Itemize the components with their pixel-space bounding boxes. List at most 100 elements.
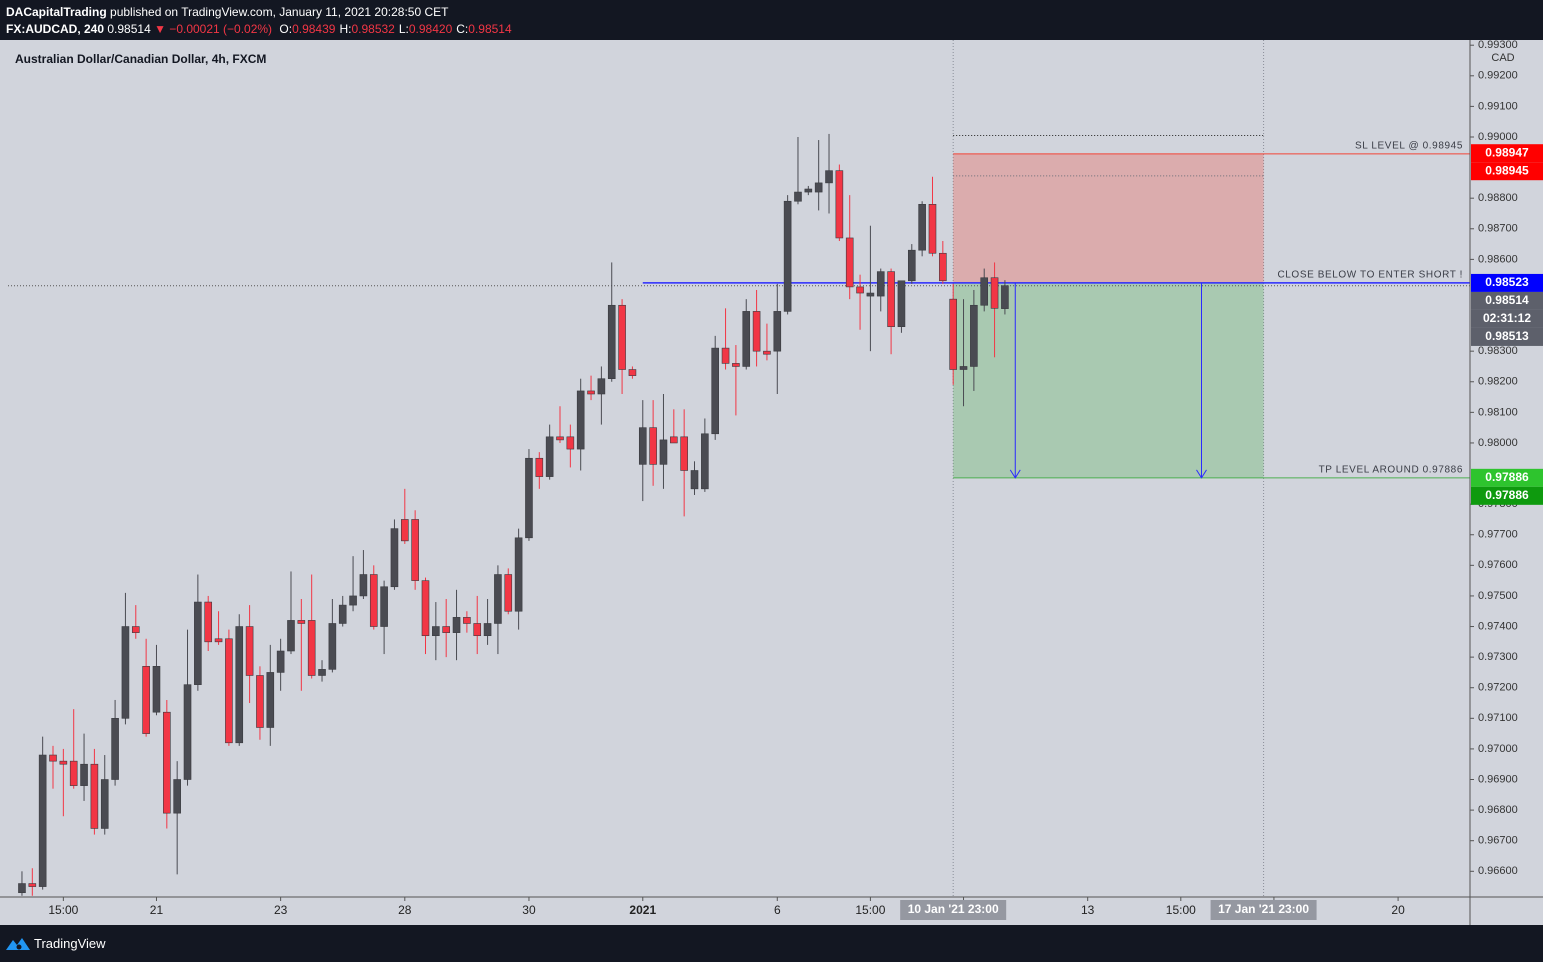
candle-body bbox=[763, 350, 771, 355]
chart: Australian Dollar/Canadian Dollar, 4h, F… bbox=[0, 40, 1543, 925]
ohlc-label: H: bbox=[339, 22, 352, 36]
level-label: TP LEVEL AROUND 0.97886 bbox=[1319, 464, 1463, 475]
candle-body bbox=[194, 601, 202, 685]
candle-body bbox=[690, 470, 699, 490]
y-tick-label: 0.96700 bbox=[1478, 835, 1518, 847]
candle-body bbox=[421, 580, 430, 637]
candle-body bbox=[245, 626, 254, 676]
candle-body bbox=[256, 675, 264, 728]
y-tick-label: 0.97000 bbox=[1478, 743, 1518, 755]
price-badge bbox=[1471, 468, 1543, 487]
y-tick-label: 0.96900 bbox=[1478, 773, 1518, 785]
price-axis bbox=[1470, 40, 1543, 897]
candle-body bbox=[121, 626, 130, 719]
candle-body bbox=[183, 684, 192, 780]
change: ▼ −0.00021 (−0.02%) bbox=[154, 22, 273, 36]
candle-body bbox=[80, 763, 88, 786]
y-tick-label: 0.97400 bbox=[1478, 620, 1518, 632]
arrow-head bbox=[1196, 469, 1207, 479]
price-badge-label: 0.98514 bbox=[1485, 293, 1529, 307]
price-badge-label: 0.98523 bbox=[1485, 275, 1529, 289]
y-tick-label: 0.97500 bbox=[1478, 590, 1518, 602]
candle-body bbox=[225, 638, 233, 744]
last: 0.98514 bbox=[107, 22, 151, 36]
candle-body bbox=[970, 304, 978, 367]
symbol-line: FX:AUDCAD, 240 0.98514 ▼ −0.00021 (−0.02… bbox=[6, 22, 512, 36]
candle-body bbox=[638, 427, 647, 465]
price-badge-label: 02:31:12 bbox=[1483, 311, 1531, 325]
candle-body bbox=[545, 436, 554, 477]
candle-body bbox=[100, 779, 109, 829]
y-tick-label: 0.98000 bbox=[1478, 437, 1518, 449]
candle-body bbox=[90, 763, 99, 829]
x-tick-label: 28 bbox=[398, 903, 412, 917]
candle-body bbox=[297, 620, 306, 624]
price-badge bbox=[1471, 327, 1543, 346]
candle-body bbox=[556, 436, 564, 441]
currency-label: CAD bbox=[1491, 52, 1514, 64]
symbol: FX:AUDCAD, 240 bbox=[6, 22, 105, 36]
y-tick-label: 0.96600 bbox=[1478, 865, 1518, 877]
candle-body bbox=[483, 623, 492, 637]
footer: TradingView bbox=[0, 925, 1543, 962]
date-marker-badge bbox=[1210, 900, 1317, 920]
candle-body bbox=[918, 204, 926, 251]
ohlc-label: O: bbox=[279, 22, 293, 36]
candle-body bbox=[49, 754, 57, 762]
candle-body bbox=[504, 574, 513, 612]
price-badge-label: 0.97886 bbox=[1485, 470, 1529, 484]
candle-body bbox=[959, 366, 968, 370]
candle-body bbox=[349, 595, 357, 606]
candle-body bbox=[825, 170, 833, 184]
y-tick-label: 0.99200 bbox=[1478, 70, 1518, 82]
brand: TradingView bbox=[34, 936, 106, 951]
candle-body bbox=[535, 457, 544, 477]
candle-body bbox=[432, 626, 440, 637]
candle-body bbox=[442, 626, 450, 633]
x-tick-label: 20 bbox=[1391, 903, 1405, 917]
candle-body bbox=[173, 779, 181, 814]
candle-body bbox=[897, 280, 906, 327]
header: DACapitalTrading published on TradingVie… bbox=[0, 0, 1543, 40]
price-badge bbox=[1471, 273, 1543, 292]
date-marker-badge bbox=[900, 900, 1007, 920]
candle-body bbox=[276, 650, 285, 673]
candle-body bbox=[845, 237, 854, 288]
y-tick-label: 0.98300 bbox=[1478, 345, 1518, 357]
y-tick-label: 0.97200 bbox=[1478, 682, 1518, 694]
candle-body bbox=[794, 191, 802, 202]
price-badge-label: 0.97886 bbox=[1485, 488, 1529, 502]
ohlc-value: 0.98514 bbox=[468, 22, 512, 36]
y-tick-label: 0.99100 bbox=[1478, 100, 1518, 112]
candle-body bbox=[1001, 285, 1009, 309]
price-badge bbox=[1471, 144, 1543, 163]
candle-body bbox=[525, 457, 533, 539]
price-badge bbox=[1471, 309, 1543, 328]
candle-body bbox=[742, 311, 751, 367]
published: published on TradingView.com, January 11… bbox=[110, 5, 449, 19]
candle-body bbox=[628, 369, 637, 376]
candle-body bbox=[701, 433, 709, 490]
ohlc-value: 0.98532 bbox=[351, 22, 395, 36]
candle-body bbox=[576, 390, 585, 450]
candle-body bbox=[214, 638, 223, 643]
price-badge-label: 0.98947 bbox=[1485, 145, 1529, 159]
candle-body bbox=[307, 620, 316, 676]
candle-body bbox=[649, 427, 657, 465]
y-tick-label: 0.98800 bbox=[1478, 192, 1518, 204]
candle-body bbox=[287, 620, 295, 652]
candle-body bbox=[711, 347, 720, 435]
x-tick-label: 15:00 bbox=[48, 903, 78, 917]
candle-body bbox=[680, 436, 688, 471]
candle-body bbox=[670, 436, 678, 444]
y-tick-label: 0.98100 bbox=[1478, 406, 1518, 418]
x-tick-label: 6 bbox=[774, 903, 781, 917]
candle-body bbox=[59, 760, 68, 765]
candle-body bbox=[618, 304, 626, 370]
y-tick-label: 0.97600 bbox=[1478, 559, 1518, 571]
publisher: DACapitalTrading bbox=[6, 5, 107, 19]
candle-body bbox=[939, 252, 947, 282]
candle-body bbox=[204, 601, 213, 643]
candle-body bbox=[597, 378, 606, 395]
